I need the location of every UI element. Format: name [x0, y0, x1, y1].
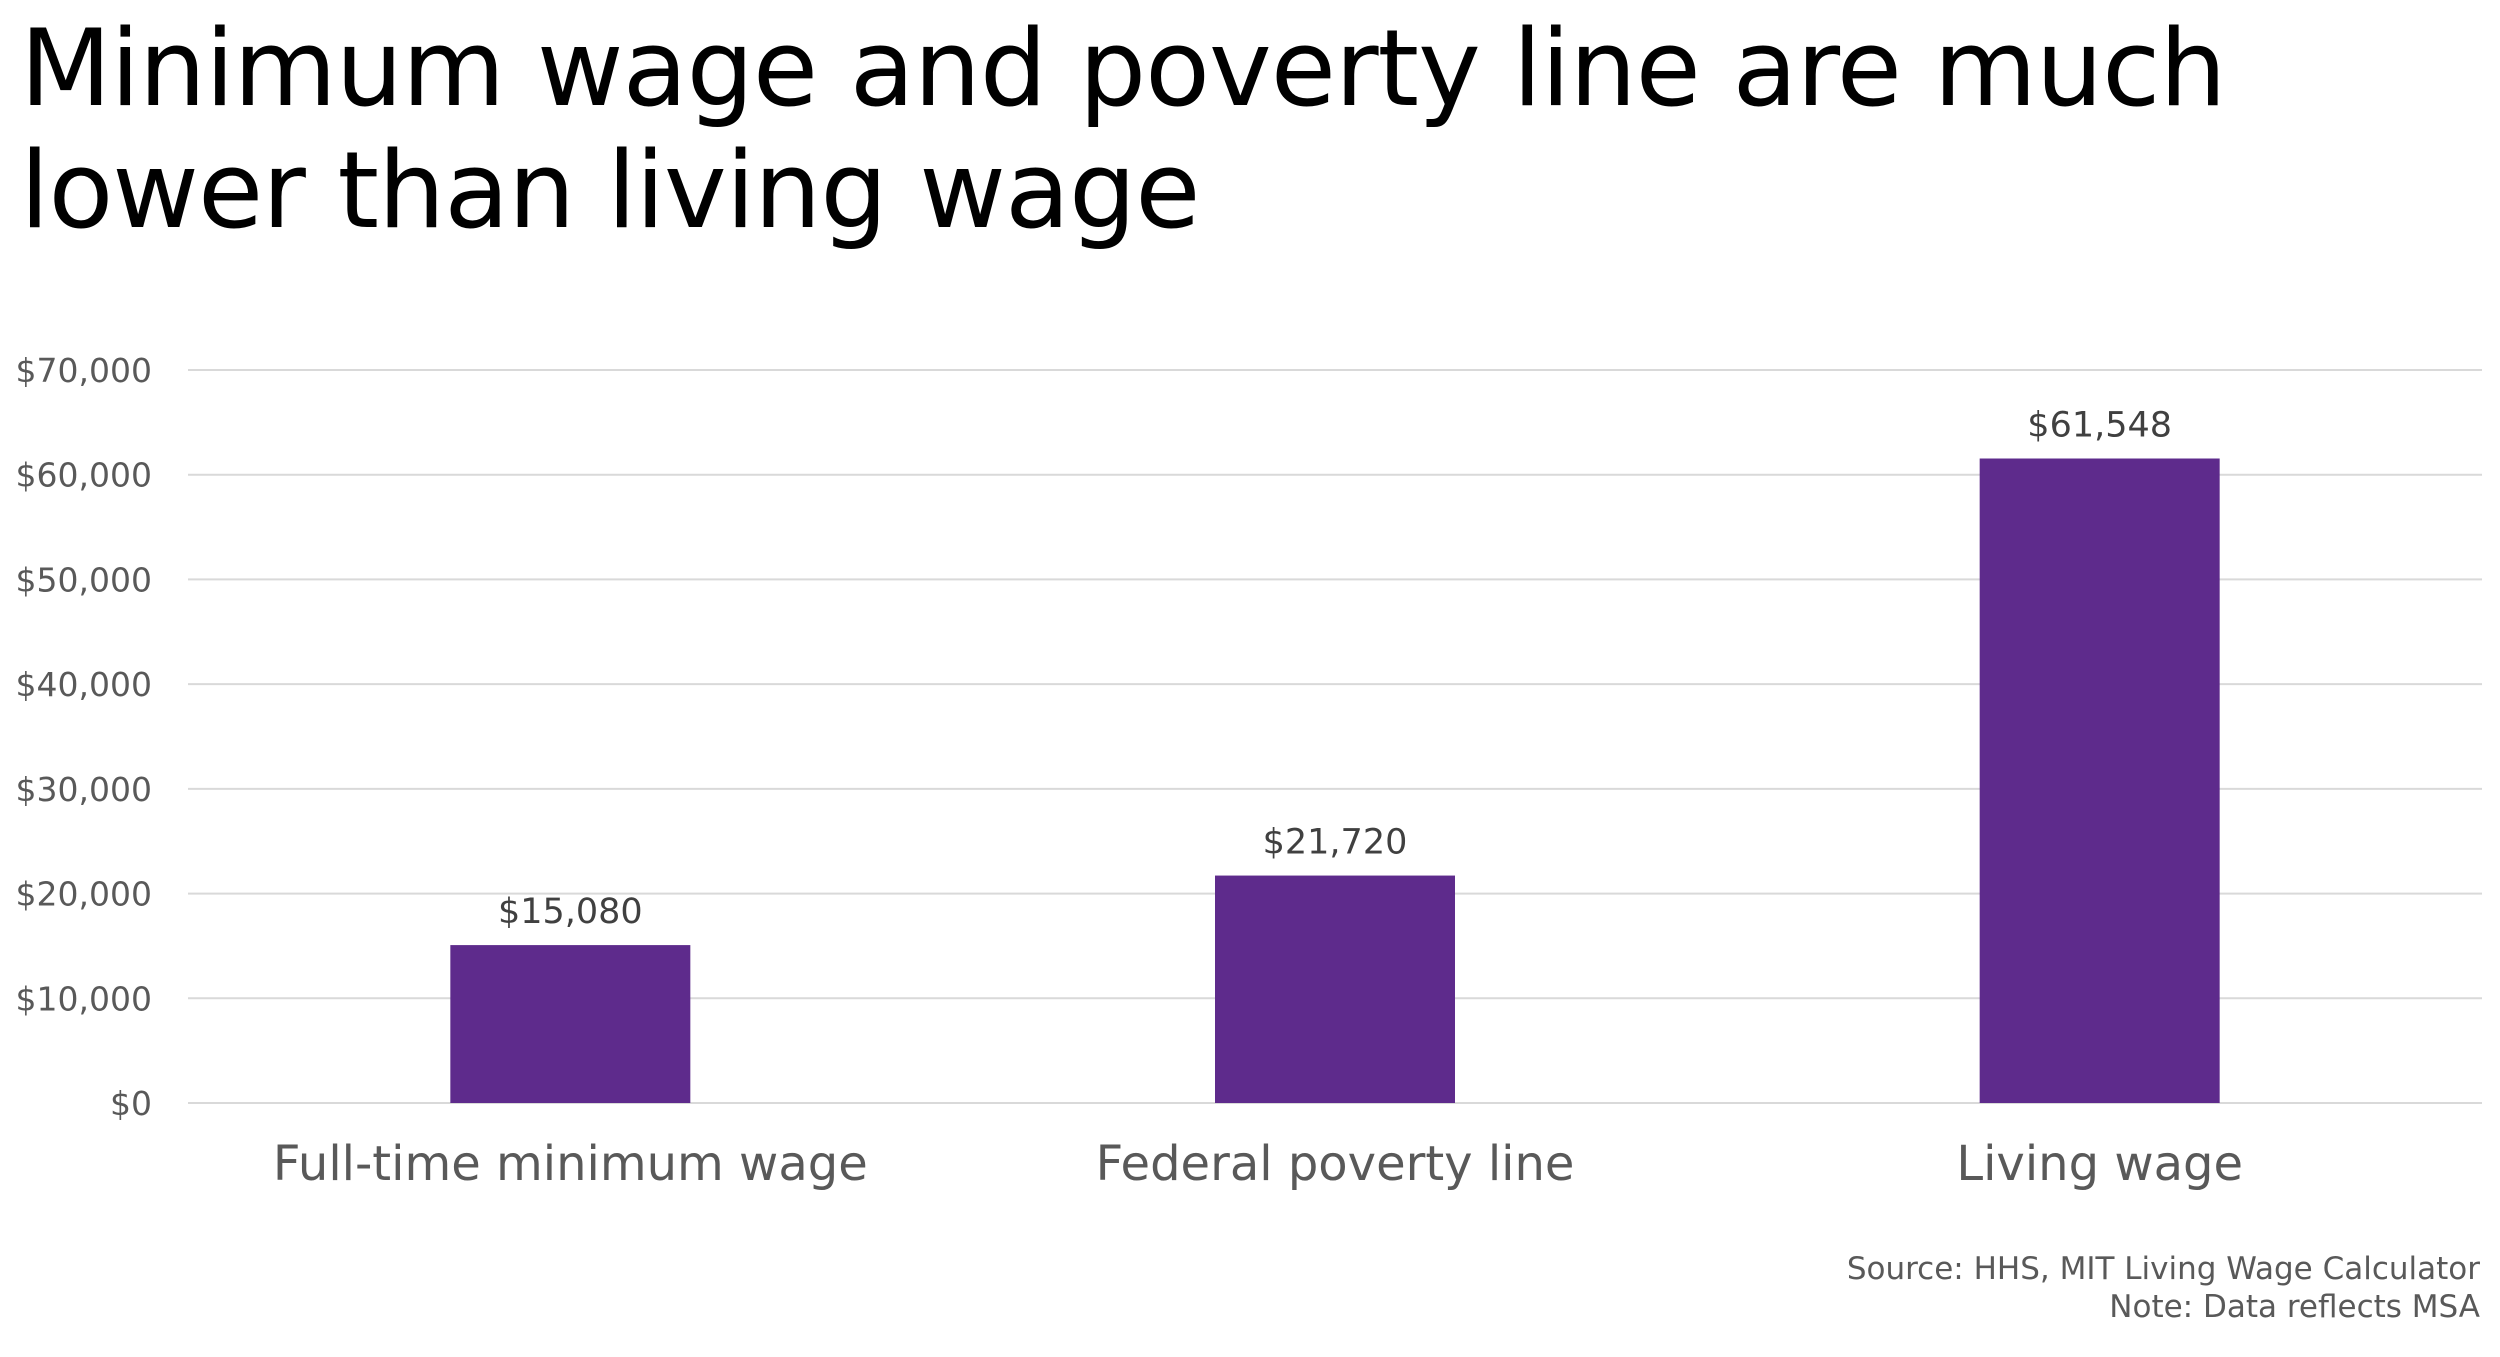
y-tick-label: $10,000: [16, 979, 152, 1018]
data-label: $21,720: [1263, 823, 1408, 863]
chart-title-line-1: Minimum wage and poverty line are much: [20, 7, 2227, 130]
note-line: Note: Data reflects MSA: [2109, 1289, 2480, 1325]
chart-title-line-2: lower than living wage: [20, 129, 1200, 252]
y-tick-label: $50,000: [16, 560, 152, 599]
source-note: Source: HHS, MIT Living Wage Calculator …: [1847, 1250, 2480, 1326]
x-category-label: Federal poverty line: [1096, 1136, 1575, 1192]
y-tick-label: $70,000: [16, 351, 152, 390]
x-category-label: Living wage: [1956, 1136, 2243, 1192]
bar: [1215, 875, 1455, 1103]
y-tick-label: $30,000: [16, 770, 152, 809]
y-tick-label: $40,000: [16, 665, 152, 704]
x-category-label: Full-time minimum wage: [273, 1136, 868, 1192]
bar: [1979, 458, 2220, 1103]
source-line: Source: HHS, MIT Living Wage Calculator: [1846, 1251, 2480, 1287]
bar: [450, 945, 691, 1103]
y-tick-label: $20,000: [16, 875, 152, 914]
data-label: $61,548: [2027, 406, 2172, 446]
y-tick-label: $60,000: [16, 456, 152, 495]
chart-title: Minimum wage and poverty line are much l…: [20, 8, 2460, 252]
data-label: $15,080: [498, 892, 643, 932]
y-tick-label: $0: [110, 1084, 152, 1123]
